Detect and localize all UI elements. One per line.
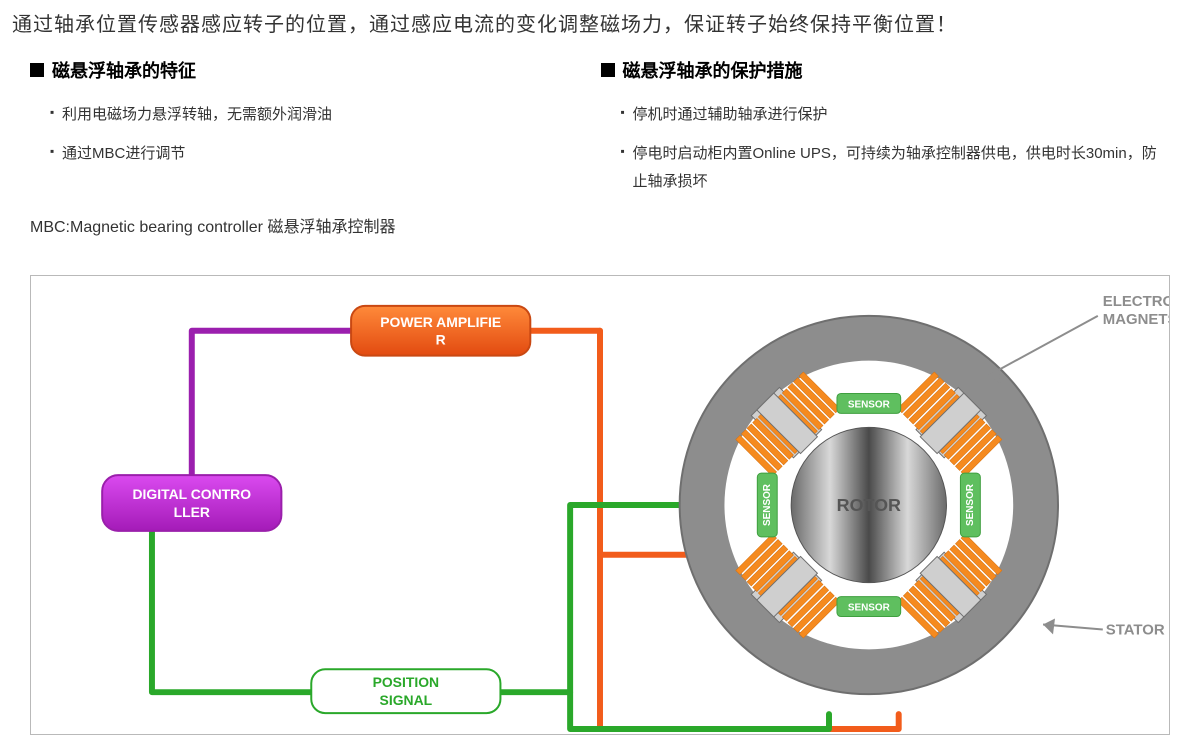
left-bullet-1: 通过MBC进行调节 xyxy=(50,140,601,169)
right-bullet-0: 停机时通过辅助轴承进行保护 xyxy=(621,101,1172,130)
diagram-frame: ROTOR SENSOR SENSOR SENSOR SENSOR ELECTROMAGN… xyxy=(30,275,1170,735)
svg-text:SENSOR: SENSOR xyxy=(965,484,976,526)
svg-text:SENSOR: SENSOR xyxy=(762,484,773,526)
two-column-section: 磁悬浮轴承的特征 利用电磁场力悬浮转轴，无需额外润滑油 通过MBC进行调节 磁悬… xyxy=(0,37,1201,207)
svg-text:STATOR: STATOR xyxy=(1106,621,1165,638)
svg-text:MAGNETS: MAGNETS xyxy=(1103,311,1169,328)
diagram-svg: ROTOR SENSOR SENSOR SENSOR SENSOR ELECTROMAGN… xyxy=(31,276,1169,734)
svg-text:POWER AMPLIFIE: POWER AMPLIFIE xyxy=(380,314,501,330)
svg-text:DIGITAL CONTRO: DIGITAL CONTRO xyxy=(132,486,251,502)
left-column: 磁悬浮轴承的特征 利用电磁场力悬浮转轴，无需额外润滑油 通过MBC进行调节 xyxy=(30,57,601,207)
right-bullet-1: 停电时启动柜内置Online UPS，可持续为轴承控制器供电，供电时长30min… xyxy=(621,140,1172,197)
svg-text:R: R xyxy=(436,332,446,348)
left-bullet-0: 利用电磁场力悬浮转轴，无需额外润滑油 xyxy=(50,101,601,130)
right-bullets: 停机时通过辅助轴承进行保护 停电时启动柜内置Online UPS，可持续为轴承控… xyxy=(601,101,1172,197)
svg-text:ROTOR: ROTOR xyxy=(837,495,901,515)
left-bullets: 利用电磁场力悬浮转轴，无需额外润滑油 通过MBC进行调节 xyxy=(30,101,601,168)
svg-text:SENSOR: SENSOR xyxy=(848,603,890,614)
right-section-title: 磁悬浮轴承的保护措施 xyxy=(601,57,1172,83)
left-section-title: 磁悬浮轴承的特征 xyxy=(30,57,601,83)
intro-text: 通过轴承位置传感器感应转子的位置，通过感应电流的变化调整磁场力，保证转子始终保持… xyxy=(0,0,1201,37)
svg-text:LLER: LLER xyxy=(174,504,210,520)
svg-text:POSITION: POSITION xyxy=(373,674,440,690)
mbc-caption: MBC:Magnetic bearing controller 磁悬浮轴承控制器 xyxy=(0,207,1201,243)
svg-text:SENSOR: SENSOR xyxy=(848,399,890,410)
right-column: 磁悬浮轴承的保护措施 停机时通过辅助轴承进行保护 停电时启动柜内置Online … xyxy=(601,57,1172,207)
svg-text:SIGNAL: SIGNAL xyxy=(380,692,433,708)
svg-text:ELECTRO: ELECTRO xyxy=(1103,293,1169,310)
